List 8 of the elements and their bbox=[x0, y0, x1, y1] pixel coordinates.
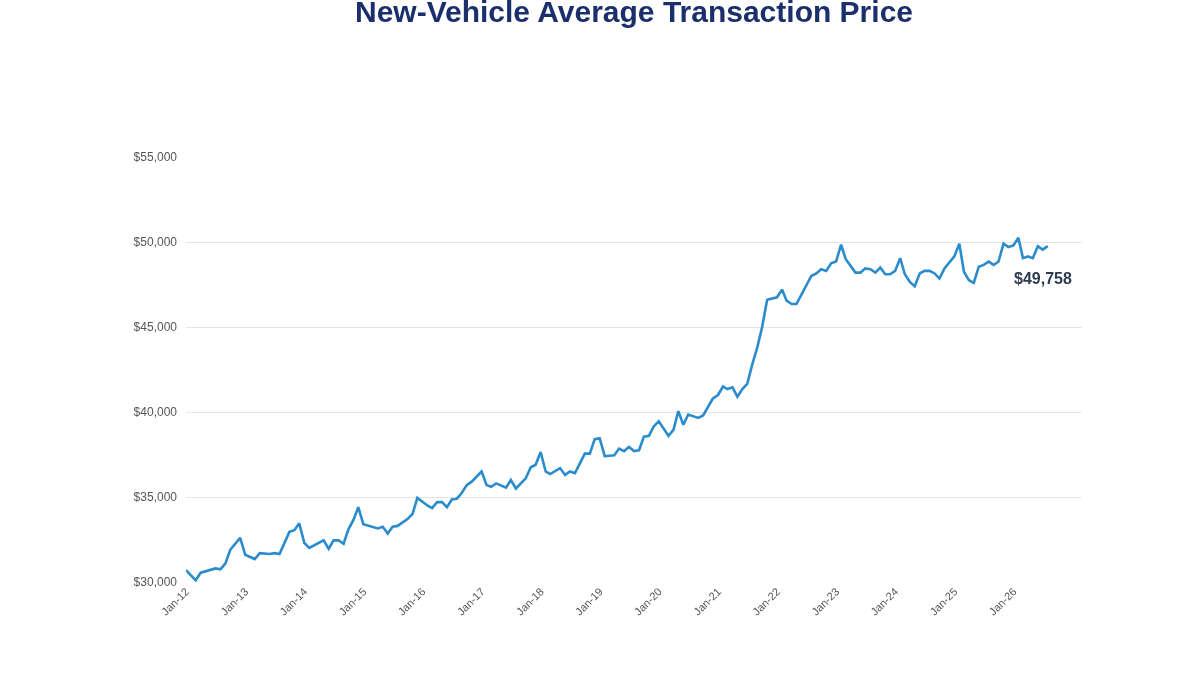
y-tick-label: $55,000 bbox=[133, 150, 178, 165]
y-tick-label: $45,000 bbox=[133, 320, 178, 335]
y-tick-label: $35,000 bbox=[133, 490, 178, 505]
chart-title: New-Vehicle Average Transaction Price bbox=[354, 0, 914, 28]
annotation: $49,758 bbox=[1014, 270, 1072, 287]
y-tick-label: $30,000 bbox=[133, 575, 178, 590]
y-tick-label: $40,000 bbox=[133, 405, 178, 420]
y-tick-label: $50,000 bbox=[133, 235, 178, 250]
